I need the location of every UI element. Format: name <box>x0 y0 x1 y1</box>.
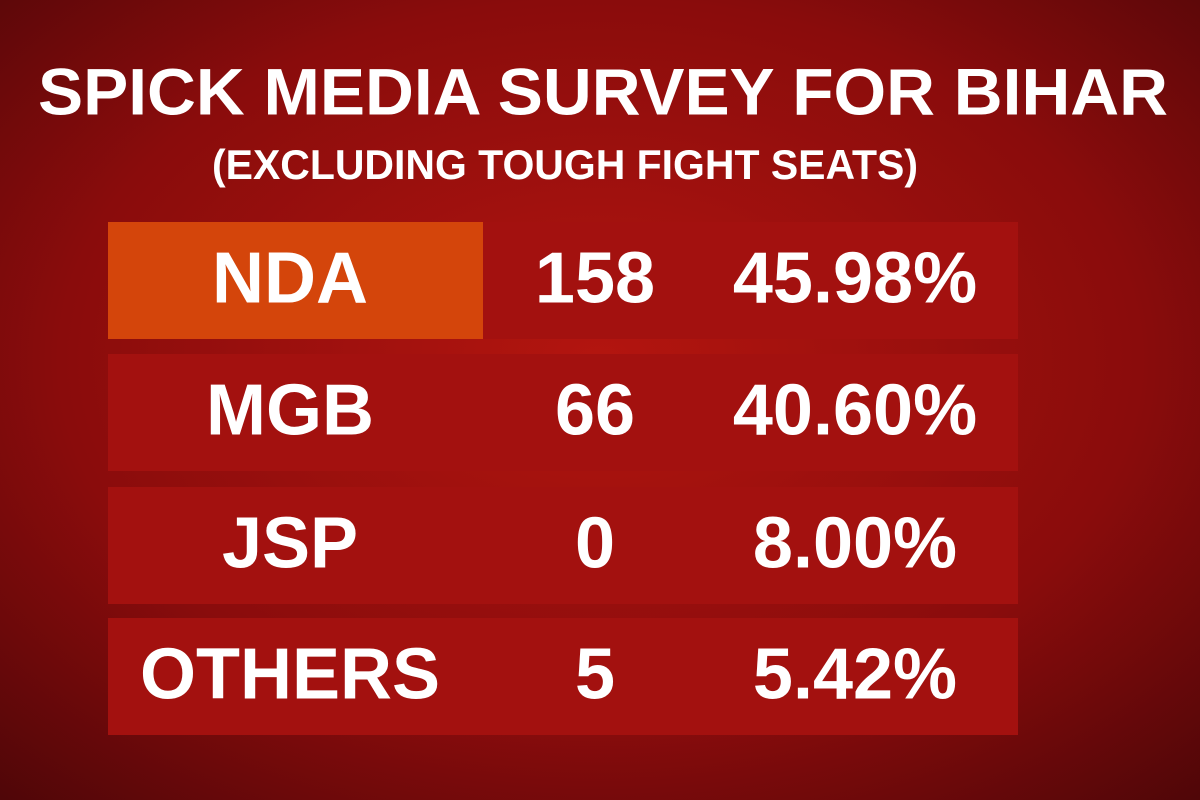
row-background <box>108 618 1018 735</box>
seats: 5 <box>575 635 615 715</box>
seats: 0 <box>575 504 615 584</box>
subtitle: (EXCLUDING TOUGH FIGHT SEATS) <box>212 141 918 188</box>
vote-share: 8.00% <box>753 504 957 584</box>
vote-share: 5.42% <box>753 635 957 715</box>
party-name: JSP <box>222 504 358 584</box>
vote-share: 40.60% <box>733 371 977 451</box>
results-table: NDA 158 45.98% MGB 66 40.60% JSP 0 8.00% OTHERS 5 5… <box>108 222 1018 735</box>
seats: 66 <box>555 371 635 451</box>
party-name: NDA <box>212 239 368 319</box>
row-background <box>108 487 1018 604</box>
row-background <box>108 354 1018 471</box>
party-name: OTHERS <box>140 635 440 715</box>
party-name: MGB <box>206 371 374 451</box>
vote-share: 45.98% <box>733 239 977 319</box>
seats: 158 <box>535 239 655 319</box>
highlight-cell <box>108 222 483 339</box>
title: SPICK MEDIA SURVEY FOR BIHAR <box>38 54 1168 128</box>
